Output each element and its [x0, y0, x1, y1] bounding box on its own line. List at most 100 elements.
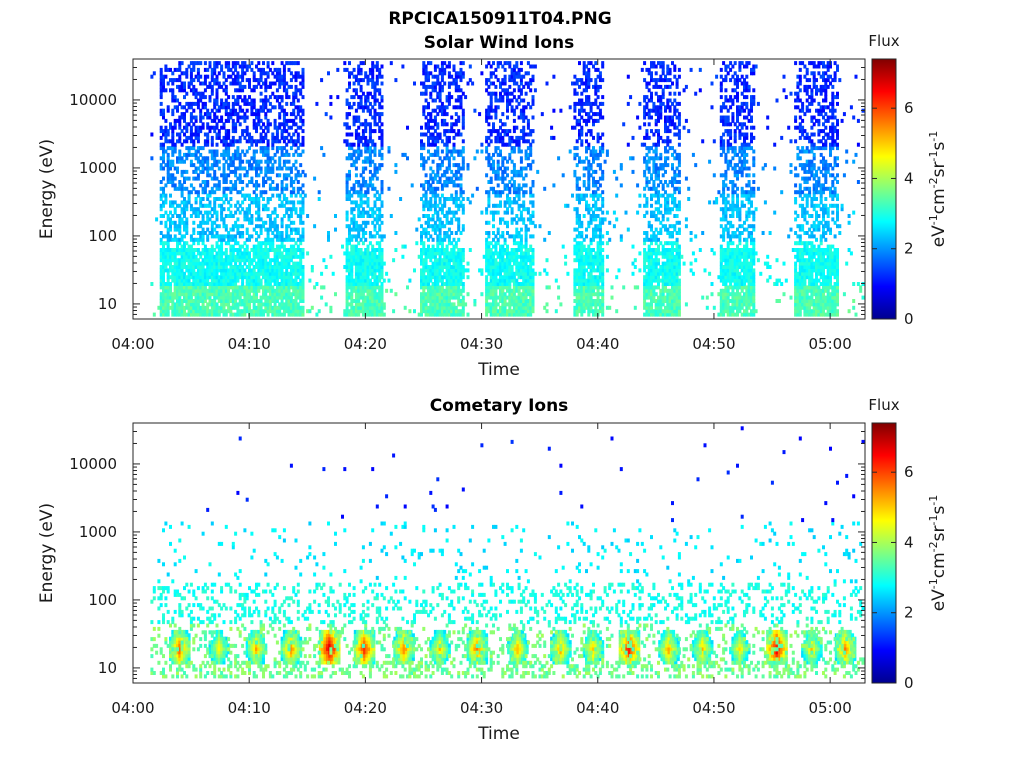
heatmap-cell [380, 203, 384, 208]
heatmap-cell [262, 61, 265, 66]
heatmap-cell [461, 108, 465, 113]
heatmap-cell [461, 146, 465, 151]
heatmap-cell [164, 295, 168, 300]
heatmap-cell [438, 132, 442, 137]
heatmap-cell [336, 67, 340, 72]
heatmap-cell [189, 101, 193, 106]
heatmap-cell [380, 152, 384, 157]
heatmap-cell [178, 156, 182, 161]
heatmap-cell [162, 292, 165, 297]
heatmap-cell [199, 125, 203, 130]
heatmap-cell [440, 149, 444, 154]
heatmap-cell [183, 275, 186, 280]
heatmap-cell [162, 88, 165, 93]
heatmap-cell [431, 237, 435, 242]
heatmap-cell [352, 67, 356, 72]
heatmap-cell [201, 237, 205, 242]
heatmap-cell [220, 101, 224, 106]
heatmap-cell [213, 312, 217, 317]
heatmap-cell [166, 312, 170, 317]
heatmap-cell [222, 278, 226, 283]
heatmap-cell [196, 271, 200, 276]
heatmap-cell [213, 234, 217, 239]
heatmap-cell [222, 81, 226, 86]
heatmap-cell [185, 251, 189, 256]
heatmap-cell [199, 163, 203, 168]
heatmap-cell [461, 227, 465, 232]
heatmap-cell [166, 254, 170, 259]
heatmap-cell [213, 64, 217, 69]
heatmap-cell [222, 224, 226, 229]
heatmap-cell [173, 67, 177, 72]
heatmap-cell [194, 282, 198, 286]
heatmap-cell [224, 285, 228, 290]
heatmap-cell [508, 61, 512, 66]
heatmap-cell [345, 210, 349, 215]
heatmap-cell [501, 231, 505, 235]
heatmap-cell [215, 142, 219, 147]
heatmap-cell [176, 78, 179, 83]
heatmap-cell [192, 152, 196, 157]
heatmap-cell [192, 169, 196, 174]
heatmap-cell [215, 305, 219, 310]
heatmap-cell [222, 152, 226, 157]
heatmap-cell [382, 234, 386, 239]
heatmap-cell [201, 231, 205, 235]
heatmap-cell [220, 288, 224, 293]
heatmap-cell [183, 197, 186, 201]
heatmap-cell [203, 295, 207, 300]
heatmap-cell [443, 81, 447, 86]
heatmap-cell [183, 125, 186, 130]
heatmap-cell [213, 254, 217, 259]
heatmap-cell [259, 91, 263, 96]
heatmap-cell [201, 265, 205, 269]
heatmap-cell [196, 156, 200, 161]
heatmap-cell [178, 309, 182, 314]
heatmap-cell [166, 227, 170, 232]
heatmap-cell [480, 149, 484, 154]
heatmap-cell [241, 224, 245, 229]
heatmap-cell [178, 292, 182, 297]
heatmap-cell [192, 258, 196, 263]
heatmap-cell [169, 295, 172, 300]
heatmap-cell [206, 309, 210, 314]
heatmap-cell [206, 169, 210, 174]
heatmap-cell [380, 112, 384, 117]
heatmap-cell [213, 78, 217, 83]
heatmap-cell [185, 254, 189, 259]
heatmap-cell [196, 146, 200, 151]
heatmap-cell [203, 67, 207, 72]
heatmap-cell [241, 207, 245, 212]
heatmap-cell [215, 288, 219, 293]
heatmap-cell [436, 122, 440, 127]
heatmap-cell [196, 265, 200, 269]
heatmap-cell [208, 125, 212, 130]
heatmap-cell [215, 91, 219, 96]
heatmap-cell [215, 81, 219, 86]
heatmap-cell [173, 166, 177, 171]
heatmap-cell [213, 292, 217, 297]
heatmap-cell [224, 299, 228, 303]
heatmap-cell [201, 220, 205, 225]
heatmap-cell [192, 251, 196, 256]
heatmap-cell [217, 71, 221, 76]
heatmap-cell [203, 159, 207, 164]
heatmap-cell [468, 64, 472, 69]
heatmap-cell [206, 156, 210, 161]
heatmap-cell [287, 152, 291, 157]
heatmap-cell [427, 156, 430, 161]
heatmap-cell [176, 105, 179, 110]
heatmap-cell [183, 292, 186, 297]
heatmap-cell [313, 224, 317, 229]
heatmap-cell [159, 309, 163, 314]
heatmap-cell [201, 234, 205, 239]
heatmap-cell [162, 81, 165, 86]
heatmap-cell [166, 152, 170, 157]
heatmap-cell [222, 101, 226, 106]
heatmap-cell [382, 278, 386, 283]
heatmap-cell [273, 159, 277, 164]
heatmap-cell [164, 309, 168, 314]
heatmap-cell [171, 142, 175, 147]
heatmap-cell [206, 220, 210, 225]
heatmap-cell [203, 95, 207, 100]
